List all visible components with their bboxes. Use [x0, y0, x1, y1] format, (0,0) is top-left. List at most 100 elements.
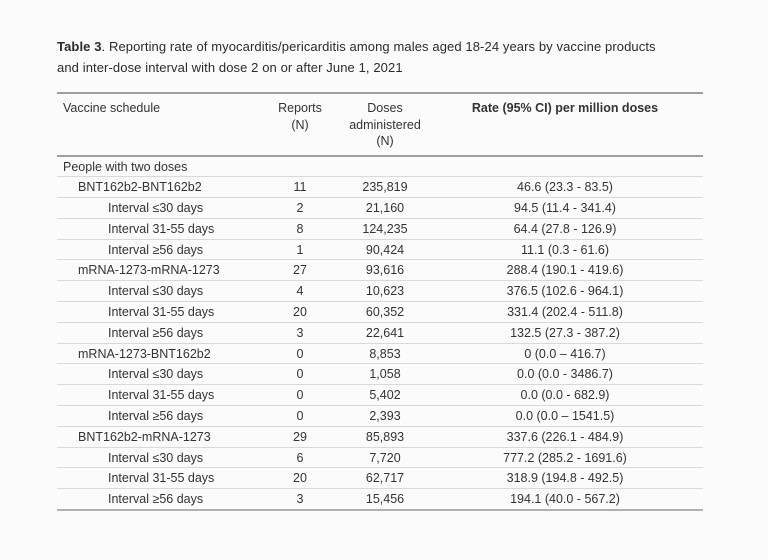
- doses-cell: 10,623: [343, 280, 427, 303]
- column-header-vaccine-schedule: Vaccine schedule: [57, 93, 257, 157]
- table-row: Interval 31-55 days 0 5,402 0.0 (0.0 - 6…: [57, 384, 703, 407]
- rate-cell: 288.4 (190.1 - 419.6): [427, 259, 703, 282]
- row-label: BNT162b2-BNT162b2: [57, 176, 257, 199]
- row-label: Interval 31-55 days: [57, 218, 257, 240]
- rate-cell: 376.5 (102.6 - 964.1): [427, 280, 703, 303]
- table-header: Vaccine schedule Reports (N) Doses admin…: [57, 93, 703, 157]
- rate-cell: 331.4 (202.4 - 511.8): [427, 301, 703, 323]
- table-body: People with two doses BNT162b2-BNT162b2 …: [57, 155, 703, 512]
- doses-cell: 2,393: [343, 405, 427, 427]
- doses-cell: 85,893: [343, 426, 427, 448]
- row-label: Interval ≥56 days: [57, 239, 257, 261]
- column-header-rate: Rate (95% CI) per million doses: [427, 93, 703, 157]
- doses-cell: 22,641: [343, 322, 427, 344]
- reports-cell: 20: [257, 467, 343, 490]
- doses-cell: 7,720: [343, 447, 427, 469]
- reports-cell: 20: [257, 301, 343, 323]
- reporting-rate-table: Vaccine schedule Reports (N) Doses admin…: [57, 92, 703, 512]
- reports-cell: 11: [257, 176, 343, 199]
- table-header-row: Vaccine schedule Reports (N) Doses admin…: [57, 93, 703, 157]
- reports-cell: 0: [257, 363, 343, 386]
- doses-cell: 93,616: [343, 259, 427, 282]
- table-row: Interval 31-55 days 20 62,717 318.9 (194…: [57, 467, 703, 490]
- rate-cell: [427, 155, 703, 178]
- rate-cell: 132.5 (27.3 - 387.2): [427, 322, 703, 344]
- reports-cell: 0: [257, 343, 343, 365]
- table-row: Interval 31-55 days 20 60,352 331.4 (202…: [57, 301, 703, 323]
- table-title-text-line2: and inter-dose interval with dose 2 on o…: [57, 60, 403, 75]
- doses-cell: 21,160: [343, 197, 427, 219]
- reports-cell: 0: [257, 405, 343, 427]
- reports-cell: 2: [257, 197, 343, 219]
- doses-cell: 8,853: [343, 343, 427, 365]
- row-label: Interval ≥56 days: [57, 488, 257, 512]
- rate-cell: 11.1 (0.3 - 61.6): [427, 239, 703, 261]
- reports-cell: 27: [257, 259, 343, 282]
- table-row: Interval ≤30 days 4 10,623 376.5 (102.6 …: [57, 280, 703, 303]
- doses-cell: 60,352: [343, 301, 427, 323]
- rate-cell: 194.1 (40.0 - 567.2): [427, 488, 703, 512]
- row-label: Interval ≤30 days: [57, 197, 257, 219]
- doses-cell: 1,058: [343, 363, 427, 386]
- reports-cell: 4: [257, 280, 343, 303]
- doses-cell: 15,456: [343, 488, 427, 512]
- table-row: Interval ≥56 days 1 90,424 11.1 (0.3 - 6…: [57, 239, 703, 261]
- doses-cell: 235,819: [343, 176, 427, 199]
- row-label: Interval 31-55 days: [57, 467, 257, 490]
- table-row: mRNA-1273-mRNA-1273 27 93,616 288.4 (190…: [57, 259, 703, 282]
- table-title-number: Table 3: [57, 39, 102, 54]
- column-header-reports-line1: Reports: [278, 101, 322, 115]
- row-label: Interval ≥56 days: [57, 322, 257, 344]
- doses-cell: 5,402: [343, 384, 427, 407]
- rate-cell: 337.6 (226.1 - 484.9): [427, 426, 703, 448]
- column-header-doses-line3: (N): [376, 134, 394, 148]
- rate-cell: 0.0 (0.0 – 1541.5): [427, 405, 703, 427]
- row-label: Interval 31-55 days: [57, 301, 257, 323]
- table-row-group-two-doses: People with two doses: [57, 155, 703, 178]
- row-label: mRNA-1273-mRNA-1273: [57, 259, 257, 282]
- table-row: Interval 31-55 days 8 124,235 64.4 (27.8…: [57, 218, 703, 240]
- rate-cell: 318.9 (194.8 - 492.5): [427, 467, 703, 490]
- table-row: Interval ≥56 days 3 15,456 194.1 (40.0 -…: [57, 488, 703, 512]
- row-label: Interval ≤30 days: [57, 447, 257, 469]
- reports-cell: 3: [257, 322, 343, 344]
- doses-cell: [343, 155, 427, 178]
- column-header-doses-administered: Doses administered (N): [343, 93, 427, 157]
- reports-cell: 6: [257, 447, 343, 469]
- reports-cell: 29: [257, 426, 343, 448]
- rate-cell: 777.2 (285.2 - 1691.6): [427, 447, 703, 469]
- row-label: Interval 31-55 days: [57, 384, 257, 407]
- reports-cell: [257, 155, 343, 178]
- doses-cell: 62,717: [343, 467, 427, 490]
- table-title: Table 3. Reporting rate of myocarditis/p…: [57, 36, 703, 78]
- table-row: Interval ≤30 days 2 21,160 94.5 (11.4 - …: [57, 197, 703, 219]
- doses-cell: 124,235: [343, 218, 427, 240]
- column-header-doses-line2: administered: [349, 117, 421, 132]
- row-label: BNT162b2-mRNA-1273: [57, 426, 257, 448]
- reports-cell: 3: [257, 488, 343, 512]
- column-header-doses-line1: Doses: [367, 101, 403, 115]
- row-label: Interval ≤30 days: [57, 280, 257, 303]
- document-page: Table 3. Reporting rate of myocarditis/p…: [57, 36, 703, 512]
- row-label: mRNA-1273-BNT162b2: [57, 343, 257, 365]
- reports-cell: 8: [257, 218, 343, 240]
- reports-cell: 0: [257, 384, 343, 407]
- table-row: BNT162b2-BNT162b2 11 235,819 46.6 (23.3 …: [57, 176, 703, 199]
- table-row: BNT162b2-mRNA-1273 29 85,893 337.6 (226.…: [57, 426, 703, 448]
- table-row: Interval ≤30 days 0 1,058 0.0 (0.0 - 348…: [57, 363, 703, 386]
- table-row: Interval ≥56 days 0 2,393 0.0 (0.0 – 154…: [57, 405, 703, 427]
- row-label: Interval ≥56 days: [57, 405, 257, 427]
- reports-cell: 1: [257, 239, 343, 261]
- rate-cell: 0 (0.0 – 416.7): [427, 343, 703, 365]
- row-label: Interval ≤30 days: [57, 363, 257, 386]
- rate-cell: 64.4 (27.8 - 126.9): [427, 218, 703, 240]
- row-label: People with two doses: [57, 155, 257, 178]
- rate-cell: 0.0 (0.0 - 682.9): [427, 384, 703, 407]
- table-row: Interval ≥56 days 3 22,641 132.5 (27.3 -…: [57, 322, 703, 344]
- table-row: Interval ≤30 days 6 7,720 777.2 (285.2 -…: [57, 447, 703, 469]
- column-header-reports-line2: (N): [291, 117, 309, 132]
- column-header-reports: Reports (N): [257, 93, 343, 157]
- rate-cell: 46.6 (23.3 - 83.5): [427, 176, 703, 199]
- table-row: mRNA-1273-BNT162b2 0 8,853 0 (0.0 – 416.…: [57, 343, 703, 365]
- table-title-text-line1: . Reporting rate of myocarditis/pericard…: [101, 39, 656, 54]
